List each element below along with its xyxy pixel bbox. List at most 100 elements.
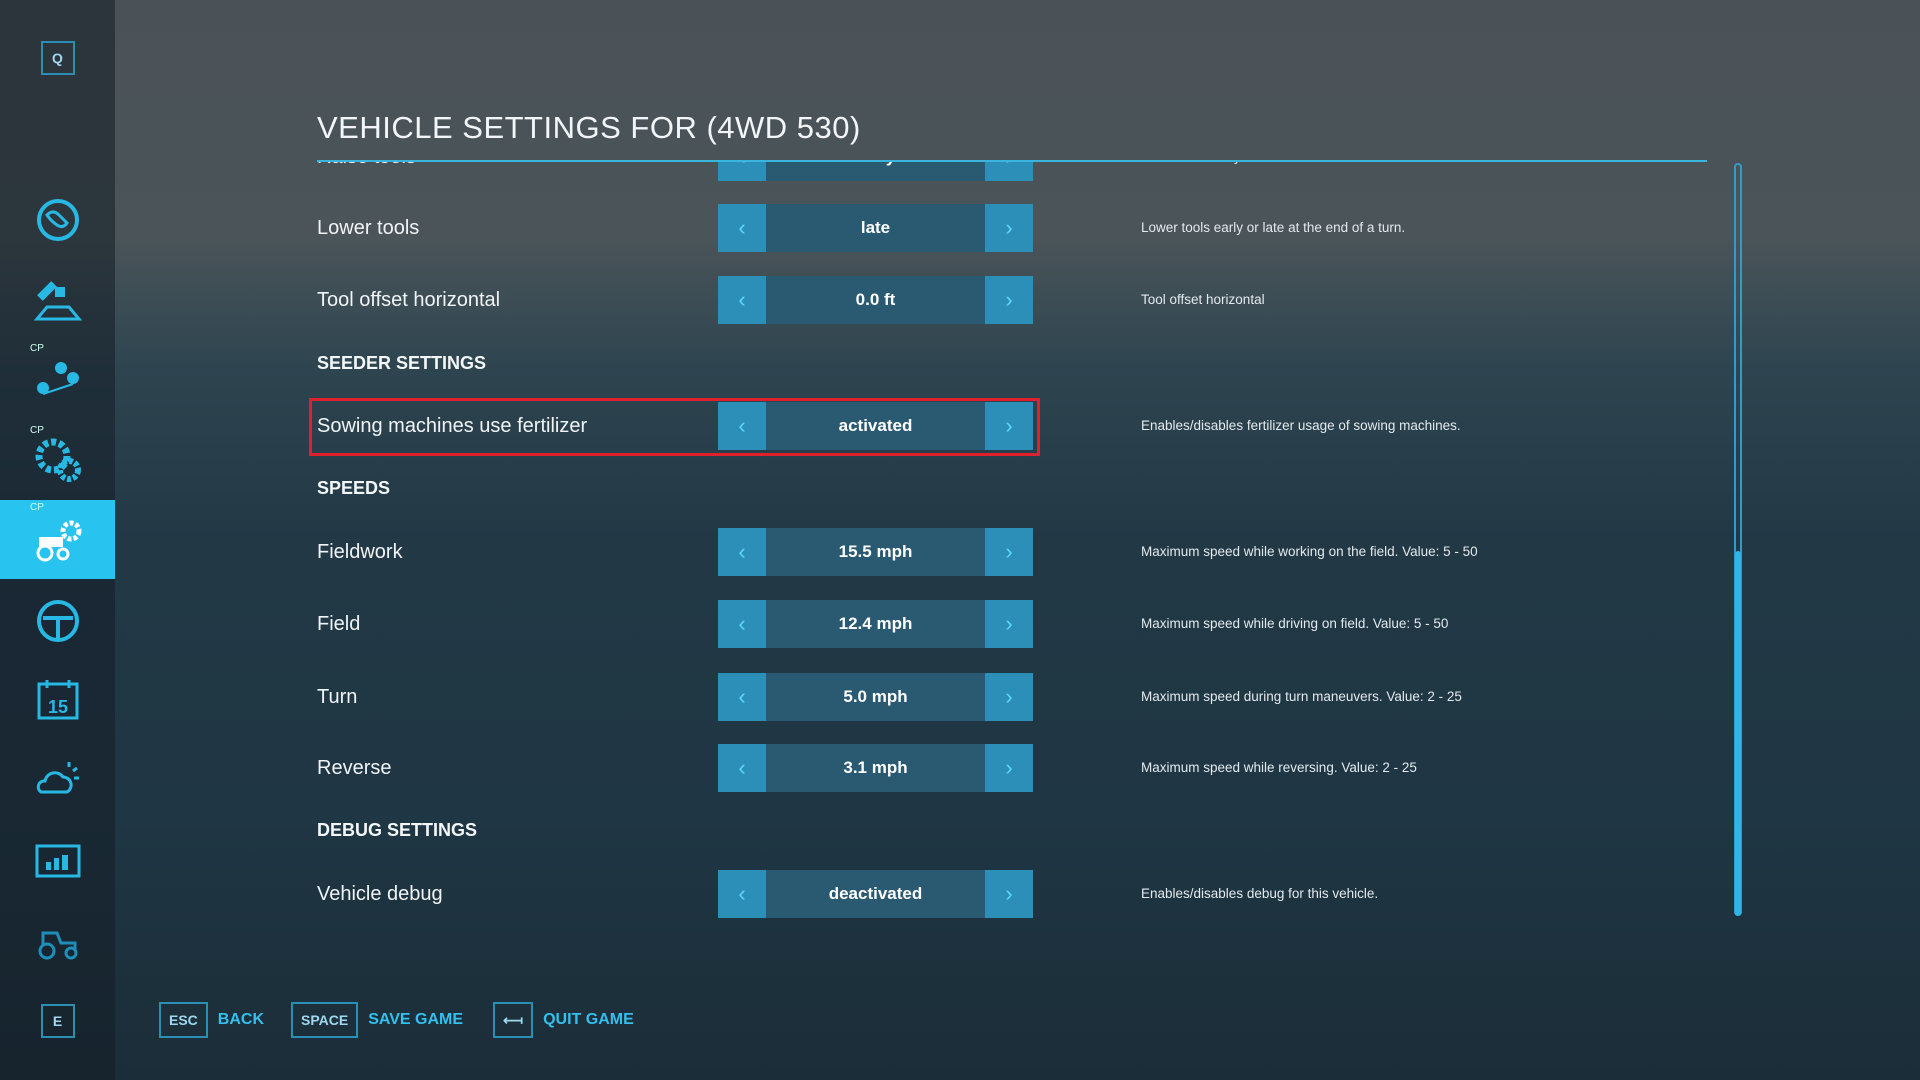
setting-row-turn: Turn ‹ 5.0 mph › Maximum speed during turn m… bbox=[317, 673, 1717, 721]
setting-row-vehicle-debug: Vehicle debug ‹ deactivated › Enables/disabl… bbox=[317, 870, 1717, 918]
sidebar-item-garage[interactable] bbox=[0, 904, 115, 976]
setting-description: Maximum speed while reversing. Value: 2 … bbox=[1141, 760, 1417, 775]
page-title: VEHICLE SETTINGS FOR (4WD 530) bbox=[317, 110, 861, 145]
quit-game-label: QUIT GAME bbox=[543, 1011, 634, 1028]
setting-value: 0.0 ft bbox=[766, 276, 985, 324]
sidebar-item-cp-vehicle-settings[interactable]: CP bbox=[0, 500, 115, 579]
satellite-field-icon bbox=[33, 281, 82, 321]
tractor-icon bbox=[38, 931, 77, 960]
next-arrow-button[interactable]: › bbox=[985, 673, 1033, 721]
quit-game-button[interactable]: ⟻ QUIT GAME bbox=[493, 1002, 634, 1038]
setting-description: Maximum speed while working on the field… bbox=[1141, 544, 1478, 559]
section-header-debug: DEBUG SETTINGS bbox=[317, 820, 478, 840]
scrollbar-thumb[interactable] bbox=[1735, 551, 1741, 916]
weather-icon bbox=[36, 762, 79, 794]
setting-value: late bbox=[766, 204, 985, 252]
setting-description: Enables/disables fertilizer usage of sow… bbox=[1141, 418, 1461, 433]
setting-row-sowing-fertilizer: Sowing machines use fertilizer ‹ activated… bbox=[317, 402, 1717, 450]
setting-value: early bbox=[766, 162, 985, 181]
sidebar-item-statistics[interactable] bbox=[0, 825, 115, 897]
calendar-day: 15 bbox=[47, 697, 67, 717]
cp-label: CP bbox=[30, 425, 44, 436]
sidebar-item-weather[interactable] bbox=[0, 743, 115, 815]
setting-description: Enables/disables debug for this vehicle. bbox=[1141, 886, 1379, 901]
prev-arrow-button[interactable]: ‹ bbox=[718, 673, 766, 721]
backspace-key-icon: ⟻ bbox=[493, 1002, 534, 1038]
esc-key-icon: ESC bbox=[159, 1002, 208, 1038]
setting-row-fieldwork: Fieldwork ‹ 15.5 mph › Maximum speed while w… bbox=[317, 528, 1717, 576]
setting-row-field: Field ‹ 12.4 mph › Maximum speed while drivi… bbox=[317, 600, 1717, 648]
setting-description: Maximum speed while driving on field. Va… bbox=[1141, 616, 1449, 631]
setting-value: activated bbox=[766, 402, 985, 450]
setting-row-lower-tools: Lower tools ‹ late › Lower tools early or la… bbox=[317, 204, 1717, 252]
setting-label: Fieldwork bbox=[317, 541, 403, 563]
sidebar-item-cp-settings[interactable]: CP bbox=[0, 423, 115, 495]
prev-arrow-button[interactable]: ‹ bbox=[718, 276, 766, 324]
setting-value: 5.0 mph bbox=[766, 673, 985, 721]
next-arrow-button[interactable]: › bbox=[985, 528, 1033, 576]
sidebar-next-key[interactable]: E bbox=[0, 985, 115, 1057]
prev-arrow-button[interactable]: ‹ bbox=[718, 744, 766, 792]
statistics-icon bbox=[35, 844, 80, 878]
setting-value: 12.4 mph bbox=[766, 600, 985, 648]
setting-label: Tool offset horizontal bbox=[317, 289, 501, 311]
prev-arrow-button[interactable]: ‹ bbox=[718, 870, 766, 918]
setting-label: Vehicle debug bbox=[317, 883, 443, 905]
prev-arrow-button[interactable]: ‹ bbox=[718, 528, 766, 576]
prev-arrow-button[interactable]: ‹ bbox=[718, 402, 766, 450]
prev-arrow-button[interactable]: ‹ bbox=[718, 600, 766, 648]
setting-row-raise-tools: Raise tools ‹early› Raise tools early or l… bbox=[317, 162, 1717, 181]
cp-label: CP bbox=[30, 502, 44, 513]
next-arrow-button[interactable]: › bbox=[985, 276, 1033, 324]
prev-arrow-button[interactable]: ‹ bbox=[718, 162, 766, 181]
setting-value: deactivated bbox=[766, 870, 985, 918]
next-arrow-button[interactable]: › bbox=[985, 204, 1033, 252]
cp-label: CP bbox=[30, 343, 44, 354]
sidebar-item-map[interactable] bbox=[0, 184, 115, 256]
next-arrow-button[interactable]: › bbox=[985, 402, 1033, 450]
setting-label: Turn bbox=[317, 686, 358, 708]
sidebar: Q CP CP CP 15 E bbox=[0, 0, 115, 1080]
next-arrow-button[interactable]: › bbox=[985, 744, 1033, 792]
setting-label: Sowing machines use fertilizer bbox=[317, 415, 588, 437]
next-arrow-button[interactable]: › bbox=[985, 162, 1033, 181]
setting-description: Tool offset horizontal bbox=[1141, 292, 1265, 307]
q-key-icon: Q bbox=[40, 41, 75, 75]
sidebar-item-gps[interactable] bbox=[0, 262, 115, 334]
setting-value: 3.1 mph bbox=[766, 744, 985, 792]
cp-gears-icon bbox=[35, 438, 81, 482]
calendar-icon: 15 bbox=[37, 680, 78, 720]
setting-row-reverse: Reverse ‹ 3.1 mph › Maximum speed while reve… bbox=[317, 744, 1717, 792]
steering-wheel-icon bbox=[36, 600, 79, 642]
setting-value: 15.5 mph bbox=[766, 528, 985, 576]
selection-highlight bbox=[309, 398, 1040, 456]
setting-description: Raise tools early or late at the end of … bbox=[1141, 162, 1403, 181]
cp-route-pins-icon bbox=[36, 362, 79, 395]
globe-map-icon bbox=[36, 199, 79, 241]
setting-row-tool-offset: Tool offset horizontal ‹ 0.0 ft › Tool offse… bbox=[317, 276, 1717, 324]
setting-label: Raise tools bbox=[317, 162, 416, 181]
next-arrow-button[interactable]: › bbox=[985, 600, 1033, 648]
setting-label: Field bbox=[317, 613, 361, 635]
back-button[interactable]: ESC BACK bbox=[159, 1002, 264, 1038]
setting-label: Lower tools bbox=[317, 217, 420, 239]
section-header-speeds: SPEEDS bbox=[317, 478, 391, 498]
settings-list: Raise tools‹early›Raise tools early or l… bbox=[0, 162, 1920, 962]
save-game-label: SAVE GAME bbox=[368, 1011, 464, 1028]
cp-vehicle-settings-icon bbox=[36, 520, 81, 561]
setting-label: Reverse bbox=[317, 757, 392, 779]
next-arrow-button[interactable]: › bbox=[985, 870, 1033, 918]
sidebar-item-vehicles[interactable] bbox=[0, 585, 115, 657]
sidebar-item-cp-route[interactable]: CP bbox=[0, 341, 115, 413]
back-label: BACK bbox=[217, 1011, 265, 1028]
header-divider bbox=[317, 160, 1707, 162]
prev-arrow-button[interactable]: ‹ bbox=[718, 204, 766, 252]
e-key-icon: E bbox=[40, 1004, 75, 1038]
setting-description: Maximum speed during turn maneuvers. Val… bbox=[1141, 689, 1462, 704]
space-key-icon: SPACE bbox=[291, 1002, 359, 1038]
save-game-button[interactable]: SPACE SAVE GAME bbox=[291, 1002, 463, 1038]
section-header-seeder: SEEDER SETTINGS bbox=[317, 353, 487, 373]
sidebar-item-calendar[interactable]: 15 bbox=[0, 664, 115, 736]
sidebar-prev-key[interactable]: Q bbox=[0, 22, 115, 94]
setting-description: Lower tools early or late at the end of … bbox=[1141, 220, 1406, 235]
